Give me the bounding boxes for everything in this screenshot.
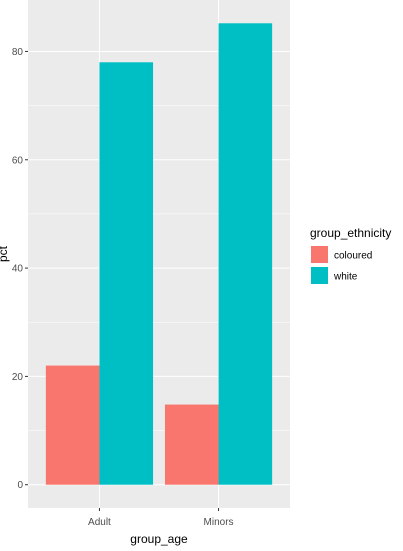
x-tick-label: Adult: [88, 517, 111, 528]
legend-label-coloured: coloured: [334, 251, 372, 262]
legend-key-white: [311, 267, 328, 284]
legend-key-coloured: [311, 246, 328, 263]
y-tick-label: 40: [12, 264, 24, 275]
legend: group_ethnicity coloured white: [310, 226, 391, 284]
x-axis: Adult Minors: [88, 508, 234, 528]
bar-white-Adult: [99, 62, 154, 485]
bar-coloured-Minors: [164, 404, 219, 485]
y-tick-label: 60: [12, 155, 24, 166]
y-tick-label: 0: [17, 480, 23, 491]
x-axis-title: group_age: [130, 532, 188, 546]
legend-label-white: white: [333, 272, 358, 283]
y-tick-label: 80: [12, 47, 24, 58]
x-tick-label: Minors: [204, 517, 234, 528]
bar-coloured-Adult: [45, 365, 100, 485]
y-axis-title: pct: [0, 245, 10, 262]
bars: [45, 23, 273, 485]
y-tick-label: 20: [12, 372, 24, 383]
bar-white-Minors: [218, 23, 273, 485]
legend-title: group_ethnicity: [310, 226, 391, 240]
y-axis: 0 20 40 60 80: [12, 47, 28, 491]
